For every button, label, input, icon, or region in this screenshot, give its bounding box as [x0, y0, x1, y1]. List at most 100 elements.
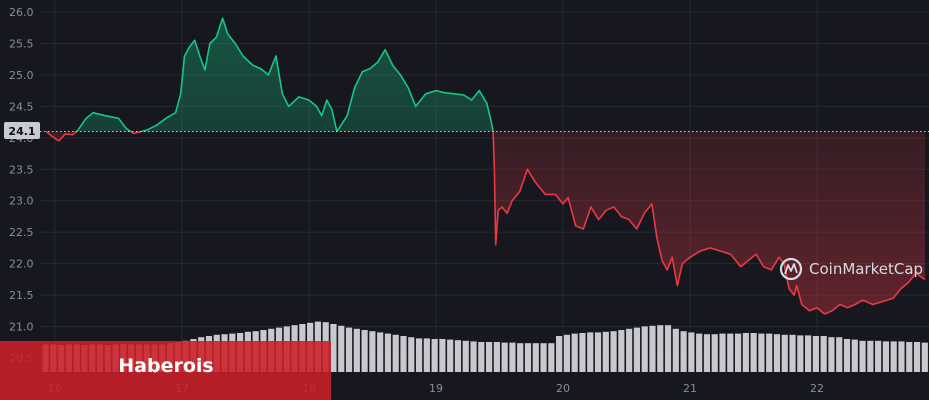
volume-bar [361, 330, 368, 372]
y-axis: 26.025.525.024.524.023.523.022.522.021.5… [9, 6, 34, 365]
y-tick-label: 21.0 [9, 321, 34, 334]
x-tick-label: 22 [810, 382, 824, 395]
volume-bar [369, 331, 376, 372]
volume-bar [890, 341, 897, 372]
caption-label: Haberois [118, 355, 213, 377]
volume-bar [875, 340, 882, 372]
coinmarketcap-logo: CoinMarketCap [779, 257, 923, 281]
y-tick-label: 23.0 [9, 195, 34, 208]
volume-bar [454, 340, 462, 372]
volume-bar [696, 333, 703, 372]
volume-bar [921, 342, 928, 372]
price-line [45, 17, 926, 315]
volume-bar [898, 341, 905, 372]
coinmarketcap-icon-mark [784, 263, 798, 275]
volume-bar [851, 339, 858, 372]
volume-bar [501, 342, 508, 372]
line-up [46, 17, 494, 132]
volume-bar [563, 334, 570, 372]
volume-bar [867, 340, 874, 372]
y-tick-label: 25.5 [9, 37, 34, 50]
volume-bar [703, 334, 711, 372]
volume-bar [758, 333, 765, 372]
volume-bar [626, 328, 633, 372]
volume-bar [470, 341, 477, 372]
volume-bar [836, 337, 843, 372]
volume-bar [649, 325, 656, 372]
volume-bar [657, 325, 664, 372]
volume-bar [548, 343, 555, 372]
volume-bar [509, 342, 516, 372]
y-tick-label: 24.5 [9, 100, 34, 113]
volume-bar [820, 336, 827, 372]
volume-bar [633, 327, 641, 372]
x-tick-label: 19 [429, 382, 443, 395]
volume-bar [384, 333, 392, 372]
volume-bar [447, 339, 454, 372]
area-up [46, 18, 925, 132]
price-area [46, 18, 925, 314]
volume-bar [742, 333, 749, 372]
volume-bar [423, 338, 430, 372]
y-tick-label: 26.0 [9, 6, 34, 19]
y-tick-label: 22.0 [9, 258, 34, 271]
volume-bar [680, 331, 687, 372]
line-down [45, 131, 926, 315]
x-tick-label: 20 [556, 382, 570, 395]
volume-bar [462, 340, 469, 372]
volume-bar [618, 330, 625, 372]
volume-bar [805, 335, 812, 372]
volume-bar [719, 333, 726, 372]
volume-bar [781, 334, 788, 372]
volume-bar [524, 343, 532, 372]
volume-bar [773, 334, 781, 372]
coinmarketcap-icon [779, 257, 803, 281]
volume-bar [431, 339, 438, 372]
volume-bar [750, 333, 757, 372]
y-tick-label: 23.5 [9, 163, 34, 176]
volume-bar [532, 343, 539, 372]
volume-bar [579, 333, 586, 372]
volume-bar [766, 333, 773, 372]
volume-bar [610, 331, 617, 372]
volume-bar [812, 336, 819, 372]
volume-bar [392, 334, 399, 372]
volume-bar [415, 338, 423, 372]
volume-bar [843, 339, 851, 372]
volume-bar [734, 333, 742, 372]
volume-bar [478, 342, 485, 372]
volume-bar [540, 343, 547, 372]
volume-bar [571, 333, 578, 372]
volume-bar [789, 334, 796, 372]
volume-bar [727, 333, 734, 372]
volume-bar [353, 328, 360, 372]
volume-bar [859, 340, 866, 372]
volume-bar [906, 342, 913, 372]
volume-bar [345, 327, 353, 372]
volume-bar [602, 331, 609, 372]
volume-bar [664, 325, 672, 372]
area-down [46, 131, 925, 314]
volume-bar [439, 339, 446, 372]
volume-bar [913, 342, 921, 372]
baseline-badge: 24.1 [4, 122, 40, 139]
volume-bar [486, 342, 493, 372]
volume-bar [797, 335, 804, 372]
volume-bar [400, 336, 407, 372]
volume-bar [556, 336, 563, 372]
volume-bar [882, 341, 889, 372]
x-tick-label: 21 [683, 382, 697, 395]
volume-bar [338, 325, 345, 372]
volume-bar [493, 342, 500, 372]
volume-bar [594, 332, 602, 372]
y-tick-label: 22.5 [9, 226, 34, 239]
volume-bar [688, 332, 695, 372]
volume-bar [828, 337, 835, 372]
volume-bar [408, 337, 415, 372]
volume-bar [330, 324, 337, 372]
volume-bar [641, 326, 648, 372]
y-tick-label: 25.0 [9, 69, 34, 82]
caption-banner: Haberois [0, 341, 331, 400]
volume-bar [377, 332, 384, 372]
